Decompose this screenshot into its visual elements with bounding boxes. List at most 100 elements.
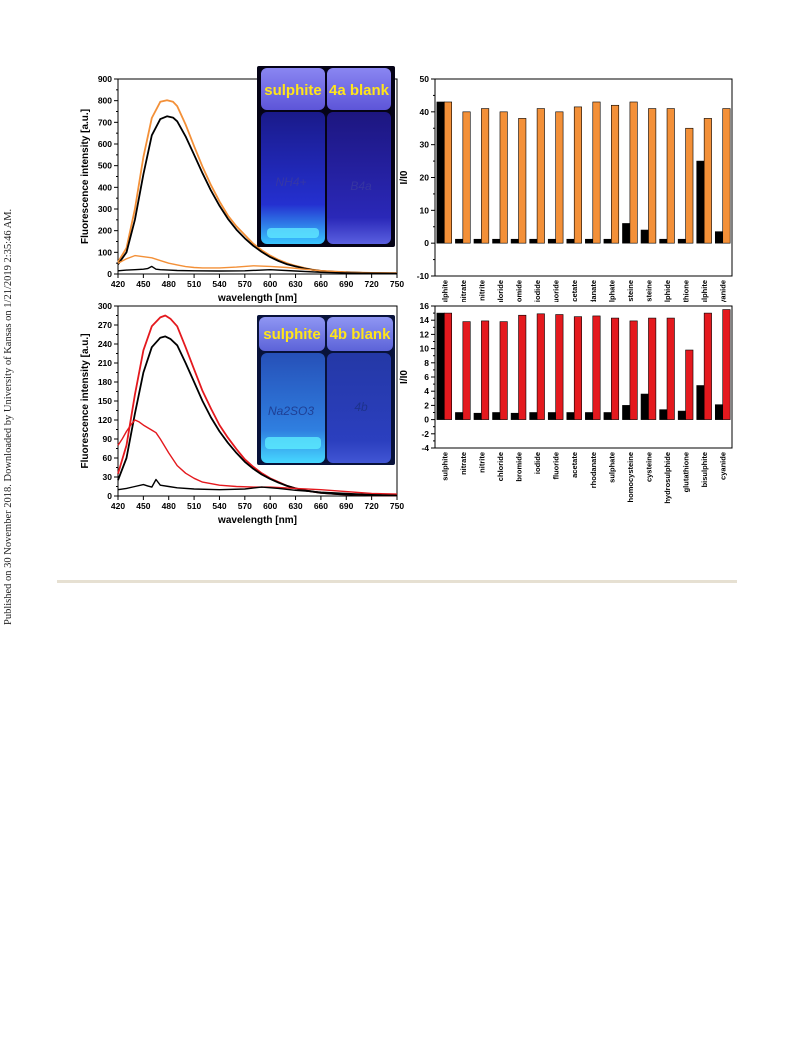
- bar-colored: [722, 309, 731, 420]
- x-tick-label: 480: [162, 279, 176, 289]
- y-axis-label: I/I0: [399, 370, 410, 384]
- x-tick-label: 420: [111, 501, 125, 511]
- bar-black: [436, 101, 445, 244]
- x-tick-label: 450: [136, 501, 150, 511]
- y-tick-label: 150: [98, 396, 112, 406]
- bar-colored: [573, 106, 582, 244]
- bar-colored: [611, 317, 620, 420]
- category-label: glutathione: [682, 280, 691, 302]
- bar-black: [455, 238, 464, 244]
- y-tick-label: -10: [417, 271, 430, 281]
- y-tick-label: 240: [98, 339, 112, 349]
- x-tick-label: 510: [187, 279, 201, 289]
- x-tick-label: 660: [314, 279, 328, 289]
- y-tick-label: 30: [420, 140, 430, 150]
- y-tick-label: 12: [420, 329, 430, 339]
- spectrum-line-4: [117, 478, 398, 497]
- x-tick-label: 750: [390, 279, 404, 289]
- bar-colored: [703, 312, 712, 420]
- vial-handwriting-right-4b: 4b: [354, 400, 368, 414]
- y-tick-label: 0: [424, 238, 429, 248]
- bar-black: [492, 412, 501, 420]
- x-tick-label: 450: [136, 279, 150, 289]
- category-label: bromide: [515, 452, 524, 482]
- y-axis-label: I/I0: [399, 170, 410, 184]
- category-label: cyanide: [719, 452, 728, 480]
- bar-black: [566, 238, 575, 244]
- y-tick-label: 40: [420, 107, 430, 117]
- x-tick-label: 660: [314, 501, 328, 511]
- category-label: cysteine: [644, 280, 653, 302]
- bar-colored: [592, 315, 601, 420]
- y-axis-label: Fluorescence intensity [a.u.]: [80, 109, 91, 244]
- vial-handwriting-right-4a: B4a: [350, 179, 372, 193]
- section-divider: [57, 580, 737, 583]
- y-tick-label: 0: [424, 415, 429, 425]
- category-label: nitrate: [459, 280, 468, 302]
- y-tick-label: 600: [98, 139, 112, 149]
- y-tick-label: 10: [420, 205, 430, 215]
- bar-black: [547, 238, 556, 244]
- bar-black: [603, 238, 612, 244]
- y-tick-label: 4: [424, 386, 429, 396]
- y-tick-label: 400: [98, 182, 112, 192]
- bar-black: [659, 238, 668, 244]
- y-tick-label: 30: [103, 472, 113, 482]
- x-tick-label: 630: [288, 501, 302, 511]
- category-label: homocysteine: [626, 452, 635, 502]
- selectivity-bar-chart-4b: -4 -2 0 2 4 6 8 10 12 14 16 sulphite nitrate nitrite c…: [399, 301, 733, 504]
- y-tick-label: 0: [107, 269, 112, 279]
- bar-colored: [629, 101, 638, 244]
- bar-colored: [666, 108, 675, 244]
- bar-black: [677, 410, 686, 420]
- y-tick-label: 50: [420, 74, 430, 84]
- y-tick-label: 200: [98, 226, 112, 236]
- bar-black: [529, 412, 538, 420]
- category-label: sulphite: [440, 452, 449, 481]
- bar-colored: [555, 111, 564, 244]
- bar-colored: [536, 313, 545, 420]
- category-label: cysteine: [644, 452, 653, 482]
- y-tick-label: 10: [420, 344, 430, 354]
- y-tick-label: 270: [98, 320, 112, 330]
- x-axis-label: wavelength [nm]: [217, 515, 297, 526]
- category-label: nitrate: [459, 452, 468, 475]
- y-tick-label: 16: [420, 301, 430, 311]
- bar-colored: [518, 314, 527, 420]
- category-label: bisulphite: [700, 452, 709, 487]
- bar-colored: [443, 312, 453, 420]
- bar-colored: [555, 314, 564, 420]
- category-label: chloride: [496, 280, 505, 302]
- bar-black: [529, 238, 538, 244]
- bar-colored: [573, 316, 582, 420]
- category-label: sulphite: [440, 280, 449, 302]
- x-tick-label: 510: [187, 501, 201, 511]
- bar-black: [510, 238, 519, 244]
- y-tick-label: 90: [103, 434, 113, 444]
- category-label: acetate: [570, 280, 579, 302]
- x-tick-label: 600: [263, 501, 277, 511]
- category-label: glutathione: [682, 452, 691, 492]
- category-label: iodide: [533, 452, 542, 474]
- bar-black: [714, 404, 724, 420]
- bar-black: [585, 412, 594, 420]
- category-label: fluoride: [552, 452, 561, 480]
- bar-colored: [629, 320, 638, 420]
- bar-colored: [536, 108, 545, 244]
- category-label: nitrite: [477, 280, 486, 301]
- bar-black: [473, 412, 482, 420]
- bar-colored: [666, 317, 675, 420]
- vial-photo-4a-image: sulphite 4a blank NH4+ B4a: [257, 66, 395, 247]
- bar-colored: [648, 108, 657, 244]
- spectrum-line-4: [117, 265, 398, 275]
- y-tick-label: 100: [98, 247, 112, 257]
- bar-colored: [648, 317, 657, 420]
- bar-colored: [518, 118, 527, 244]
- bar-black: [714, 231, 724, 244]
- fluorescence-spectrum-chart-4a: 420 450 480 510 540 570 600 630 660 690 720 750 0 100…: [80, 74, 404, 304]
- category-label: chloride: [496, 452, 505, 481]
- bar-colored: [462, 321, 471, 420]
- category-label: hydrosulphide: [663, 452, 672, 504]
- x-tick-label: 690: [339, 279, 353, 289]
- category-label: rhodanate: [589, 452, 598, 488]
